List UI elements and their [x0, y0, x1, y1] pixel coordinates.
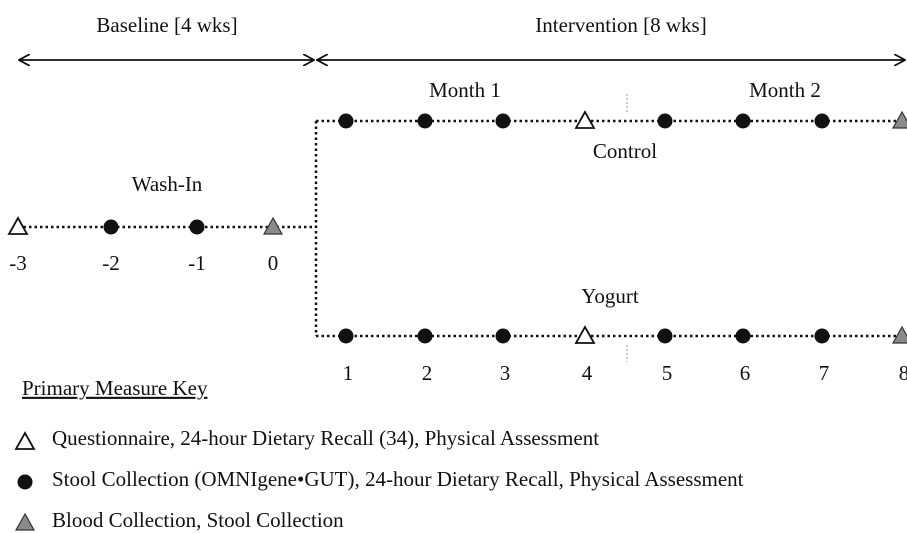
stool-marker: [495, 328, 511, 344]
week-label: -3: [9, 251, 27, 275]
questionnaire-marker: [14, 431, 36, 450]
stool-marker: [735, 113, 751, 129]
baseline-label: Baseline [4 wks]: [96, 13, 237, 37]
week-label: 6: [740, 361, 751, 385]
stool-marker: [189, 219, 205, 235]
week-label: 8: [899, 361, 907, 385]
month-label: Month 1: [429, 78, 501, 102]
week-label: 0: [268, 251, 279, 275]
week-label: 2: [422, 361, 433, 385]
blood-marker: [262, 216, 284, 235]
stool-marker: [338, 328, 354, 344]
intervention-label: Intervention [8 wks]: [535, 13, 706, 37]
stool-marker: [814, 113, 830, 129]
arm-label: Yogurt: [581, 284, 639, 308]
week-label: -1: [188, 251, 206, 275]
questionnaire-marker: [7, 216, 29, 235]
blood-marker: [14, 512, 36, 531]
stool-marker: [17, 474, 33, 490]
week-label: 7: [819, 361, 830, 385]
stool-marker: [735, 328, 751, 344]
key-item: Blood Collection, Stool Collection: [52, 508, 344, 532]
stool-marker: [495, 113, 511, 129]
month-label: Month 2: [749, 78, 821, 102]
key-item: Questionnaire, 24-hour Dietary Recall (3…: [52, 426, 599, 450]
stool-marker: [417, 328, 433, 344]
week-label: 1: [343, 361, 354, 385]
stool-marker: [417, 113, 433, 129]
key-item: Stool Collection (OMNIgene•GUT), 24-hour…: [52, 467, 744, 491]
stool-marker: [338, 113, 354, 129]
stool-marker: [814, 328, 830, 344]
key-title: Primary Measure Key: [22, 376, 208, 400]
arm-label: Control: [593, 139, 657, 163]
week-label: 4: [582, 361, 593, 385]
questionnaire-marker: [574, 325, 596, 344]
timeline-path: [18, 119, 907, 338]
wash-in-label: Wash-In: [132, 172, 203, 196]
questionnaire-marker: [574, 110, 596, 129]
stool-marker: [657, 113, 673, 129]
stool-marker: [103, 219, 119, 235]
stool-marker: [657, 328, 673, 344]
week-label: -2: [102, 251, 120, 275]
week-label: 3: [500, 361, 511, 385]
week-label: 5: [662, 361, 673, 385]
